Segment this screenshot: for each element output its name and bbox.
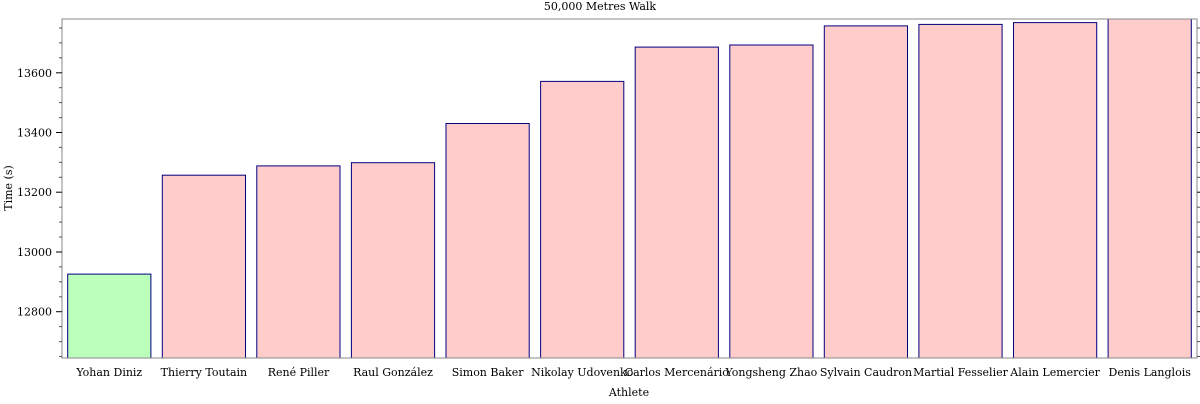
x-tick-label: Yongsheng Zhao bbox=[724, 366, 817, 379]
plot-frame bbox=[61, 18, 1198, 359]
chart-title: 50,000 Metres Walk bbox=[544, 0, 657, 13]
bar bbox=[540, 80, 625, 359]
x-tick-label: Sylvain Caudron bbox=[820, 366, 912, 379]
bar bbox=[161, 174, 246, 359]
x-tick-label: Nikolay Udovenko bbox=[531, 366, 634, 379]
x-tick-label: Alain Lemercier bbox=[1009, 366, 1100, 379]
x-tick-labels: Yohan Diniz Thierry Toutain René Piller Rau… bbox=[75, 366, 1191, 379]
y-tick-label: 13600 bbox=[17, 67, 52, 80]
x-tick-label: Thierry Toutain bbox=[161, 366, 247, 379]
bar bbox=[823, 25, 908, 359]
bar bbox=[350, 162, 436, 359]
y-tick-label: 13200 bbox=[17, 186, 52, 199]
y-tick-label: 13000 bbox=[17, 246, 52, 259]
x-tick-label: Raul González bbox=[353, 366, 433, 379]
y-axis-label: Time (s) bbox=[2, 165, 15, 211]
x-tick-label: Denis Langlois bbox=[1109, 366, 1192, 379]
bar bbox=[67, 273, 152, 359]
bar bbox=[1013, 22, 1098, 359]
bar bbox=[729, 44, 814, 359]
bar bbox=[1107, 18, 1192, 359]
x-tick-label: Martial Fesselier bbox=[913, 366, 1008, 379]
x-tick-label: Simon Baker bbox=[452, 366, 525, 379]
x-tick-label: René Piller bbox=[268, 366, 330, 379]
bar bbox=[445, 123, 530, 359]
y-tick-label: 13400 bbox=[17, 127, 52, 140]
bars-layer bbox=[67, 18, 1192, 359]
bar bbox=[634, 46, 719, 359]
x-tick-label: Carlos Mercenário bbox=[625, 366, 730, 379]
ticks-layer: 12800 13000 13200 13400 13600 bbox=[17, 27, 1200, 357]
y-tick-label: 12800 bbox=[17, 306, 52, 319]
x-tick-label: Yohan Diniz bbox=[75, 366, 142, 379]
bar bbox=[256, 165, 341, 359]
x-axis-label: Athlete bbox=[608, 386, 649, 399]
bar bbox=[918, 23, 1003, 359]
